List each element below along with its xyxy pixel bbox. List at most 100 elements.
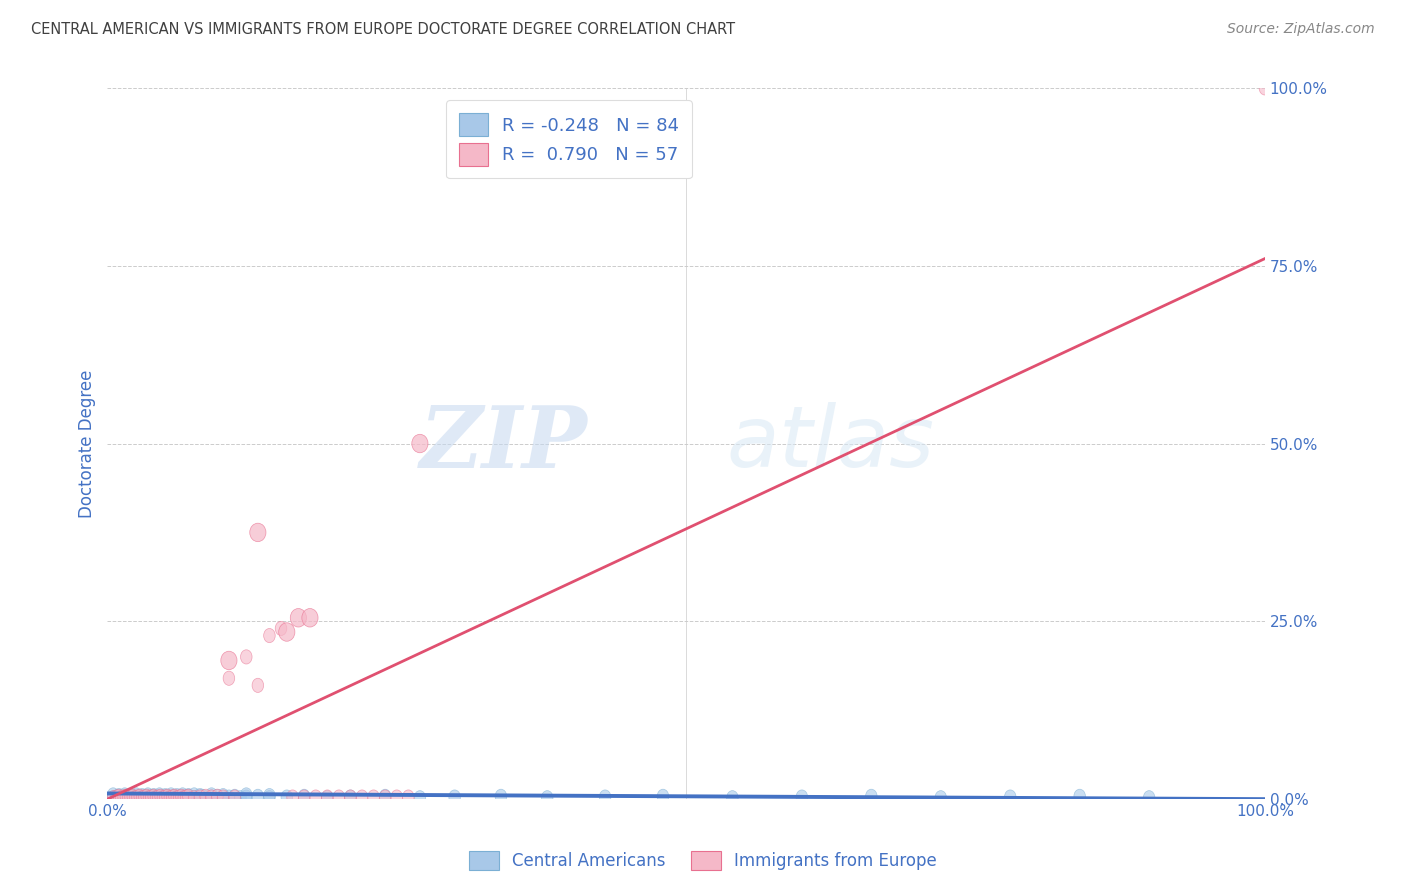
Ellipse shape [1143,790,1154,805]
Ellipse shape [211,789,224,804]
Ellipse shape [127,789,139,804]
Ellipse shape [120,788,131,802]
Ellipse shape [205,790,218,804]
Ellipse shape [132,790,143,804]
Ellipse shape [240,790,252,804]
Ellipse shape [356,790,368,804]
Ellipse shape [188,790,200,805]
Ellipse shape [148,789,159,804]
Ellipse shape [165,790,176,805]
Ellipse shape [155,789,166,804]
Ellipse shape [155,789,166,804]
Ellipse shape [290,608,307,627]
Ellipse shape [125,789,136,803]
Ellipse shape [183,789,194,804]
Ellipse shape [796,790,807,804]
Ellipse shape [141,789,152,804]
Ellipse shape [449,790,460,804]
Ellipse shape [298,790,309,804]
Ellipse shape [166,788,177,802]
Ellipse shape [218,790,229,805]
Ellipse shape [235,790,246,805]
Ellipse shape [129,790,141,805]
Ellipse shape [218,790,229,804]
Text: CENTRAL AMERICAN VS IMMIGRANTS FROM EUROPE DOCTORATE DEGREE CORRELATION CHART: CENTRAL AMERICAN VS IMMIGRANTS FROM EURO… [31,22,735,37]
Ellipse shape [229,789,240,804]
Ellipse shape [194,789,205,803]
Ellipse shape [191,790,204,804]
Ellipse shape [112,789,125,804]
Ellipse shape [157,790,169,805]
Ellipse shape [201,790,212,805]
Ellipse shape [380,789,391,804]
Ellipse shape [141,789,152,804]
Legend: R = -0.248   N = 84, R =  0.790   N = 57: R = -0.248 N = 84, R = 0.790 N = 57 [446,101,692,178]
Ellipse shape [183,789,194,804]
Ellipse shape [200,789,211,804]
Ellipse shape [935,790,946,805]
Ellipse shape [134,789,146,804]
Ellipse shape [866,789,877,804]
Ellipse shape [162,789,173,804]
Ellipse shape [179,790,190,805]
Ellipse shape [112,789,125,804]
Ellipse shape [166,790,179,804]
Ellipse shape [344,790,356,804]
Ellipse shape [172,789,183,803]
Ellipse shape [159,789,172,803]
Ellipse shape [1004,790,1017,804]
Ellipse shape [211,789,224,804]
Ellipse shape [132,790,143,804]
Ellipse shape [657,789,669,804]
Ellipse shape [150,790,162,805]
Ellipse shape [176,789,187,804]
Ellipse shape [152,790,165,804]
Ellipse shape [173,790,186,804]
Ellipse shape [157,790,169,805]
Ellipse shape [134,789,146,804]
Ellipse shape [148,789,159,804]
Ellipse shape [179,790,190,805]
Ellipse shape [169,789,180,804]
Ellipse shape [159,790,172,804]
Ellipse shape [224,671,235,685]
Ellipse shape [115,790,127,805]
Ellipse shape [142,788,153,802]
Ellipse shape [309,790,322,804]
Ellipse shape [180,790,191,804]
Ellipse shape [131,788,142,802]
Ellipse shape [120,789,132,804]
Ellipse shape [129,790,141,805]
Ellipse shape [115,790,127,805]
Ellipse shape [125,790,136,804]
Ellipse shape [205,788,218,802]
Text: Source: ZipAtlas.com: Source: ZipAtlas.com [1227,22,1375,37]
Ellipse shape [136,790,148,805]
Ellipse shape [278,623,295,641]
Ellipse shape [127,789,139,804]
Ellipse shape [139,790,150,804]
Ellipse shape [143,790,155,805]
Ellipse shape [188,788,200,802]
Ellipse shape [125,790,136,804]
Ellipse shape [368,790,380,804]
Ellipse shape [118,790,129,804]
Ellipse shape [187,790,198,805]
Ellipse shape [298,789,309,804]
Ellipse shape [391,790,402,804]
Ellipse shape [176,789,187,804]
Ellipse shape [136,789,148,803]
Ellipse shape [281,790,292,804]
Ellipse shape [264,789,276,803]
Ellipse shape [177,788,188,802]
Ellipse shape [205,790,218,804]
Ellipse shape [122,790,134,805]
Ellipse shape [169,789,180,804]
Ellipse shape [118,790,129,804]
Ellipse shape [111,790,122,804]
Ellipse shape [344,790,356,804]
Ellipse shape [240,788,252,802]
Ellipse shape [402,790,415,804]
Ellipse shape [111,790,122,804]
Ellipse shape [143,790,155,805]
